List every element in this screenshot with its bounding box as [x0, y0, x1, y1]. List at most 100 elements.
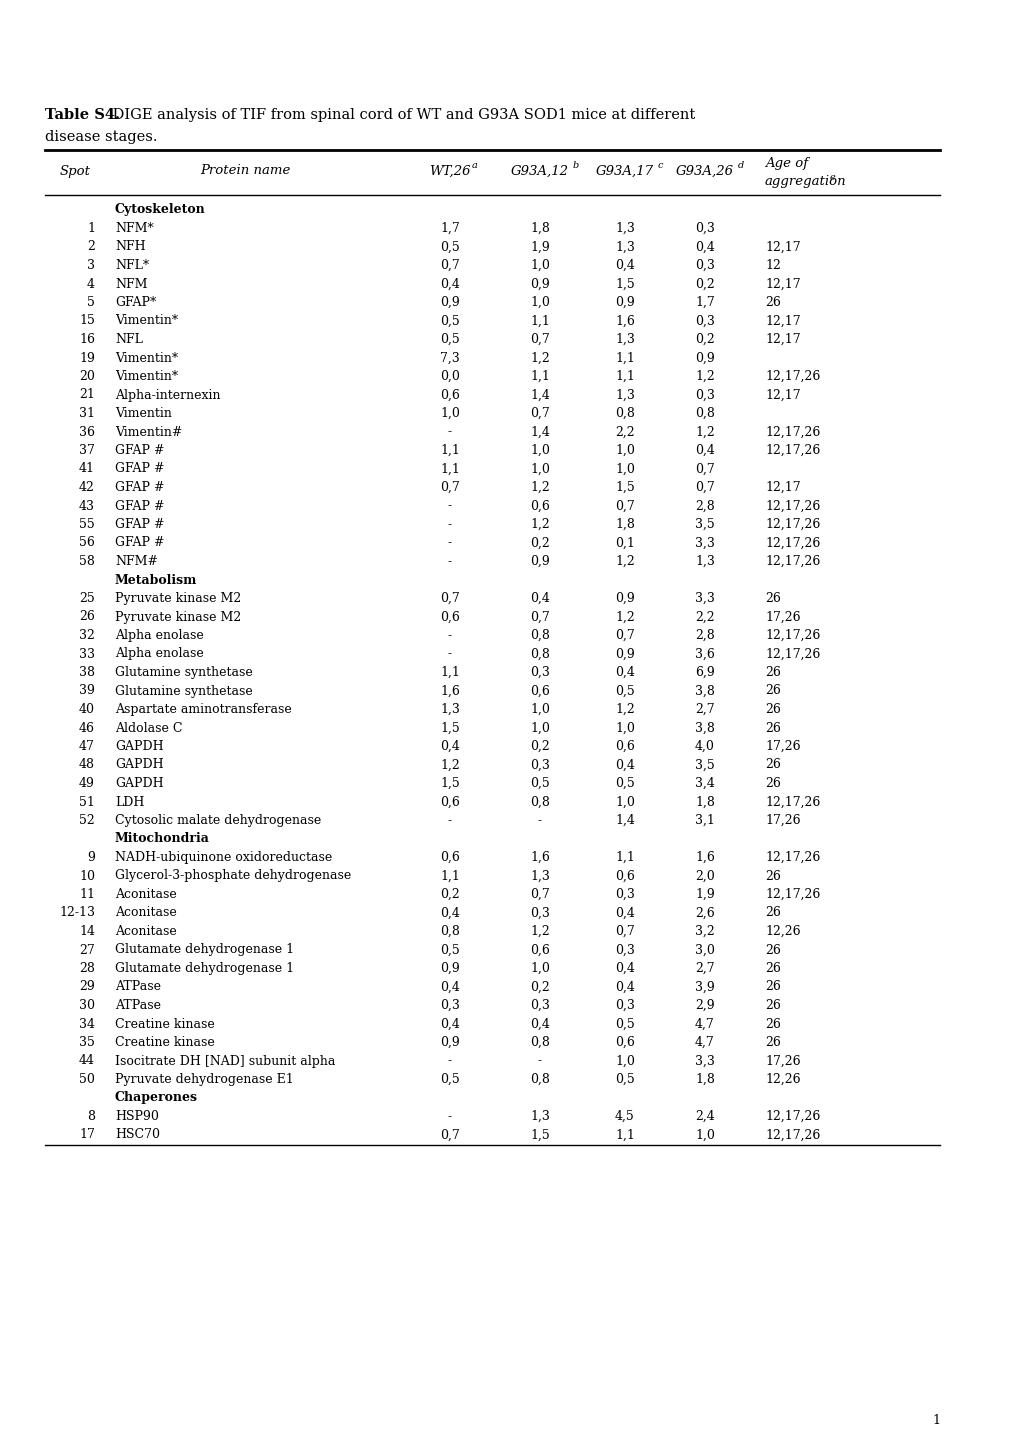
Text: G93A,12: G93A,12: [511, 165, 569, 177]
Text: 6,9: 6,9: [694, 667, 714, 680]
Text: 17: 17: [79, 1128, 95, 1141]
Text: 12,17,26: 12,17,26: [764, 648, 819, 661]
Text: 0,8: 0,8: [439, 925, 460, 938]
Text: 1,1: 1,1: [530, 369, 549, 382]
Text: 26: 26: [764, 1036, 781, 1049]
Text: 3,3: 3,3: [694, 592, 714, 605]
Text: 1,0: 1,0: [614, 1055, 634, 1068]
Text: 0,6: 0,6: [614, 740, 634, 753]
Text: 0,6: 0,6: [614, 870, 634, 883]
Text: 1,1: 1,1: [439, 667, 460, 680]
Text: 1,8: 1,8: [694, 1074, 714, 1087]
Text: 3: 3: [87, 258, 95, 271]
Text: 12-13: 12-13: [59, 906, 95, 919]
Text: Age of: Age of: [764, 156, 807, 169]
Text: 0,4: 0,4: [439, 277, 460, 290]
Text: 32: 32: [79, 629, 95, 642]
Text: GAPDH: GAPDH: [115, 740, 163, 753]
Text: 1,2: 1,2: [530, 352, 549, 365]
Text: 3,5: 3,5: [694, 518, 714, 531]
Text: 26: 26: [764, 776, 781, 789]
Text: 10: 10: [78, 870, 95, 883]
Text: Glutamate dehydrogenase 1: Glutamate dehydrogenase 1: [115, 944, 293, 957]
Text: 56: 56: [79, 537, 95, 550]
Text: 0,7: 0,7: [439, 258, 460, 271]
Text: 0,3: 0,3: [614, 944, 634, 957]
Text: Vimentin*: Vimentin*: [115, 369, 178, 382]
Text: -: -: [447, 648, 451, 661]
Text: 2,7: 2,7: [695, 962, 714, 975]
Text: 1,3: 1,3: [614, 222, 634, 235]
Text: 0,3: 0,3: [694, 222, 714, 235]
Text: 1,1: 1,1: [439, 463, 460, 476]
Text: 26: 26: [764, 906, 781, 919]
Text: 44: 44: [78, 1055, 95, 1068]
Text: 3,6: 3,6: [694, 648, 714, 661]
Text: -: -: [447, 556, 451, 569]
Text: 1,7: 1,7: [439, 222, 460, 235]
Text: 0,8: 0,8: [530, 1036, 549, 1049]
Text: 0,4: 0,4: [530, 592, 549, 605]
Text: Mitochondria: Mitochondria: [115, 833, 210, 846]
Text: 58: 58: [79, 556, 95, 569]
Text: 12,17,26: 12,17,26: [764, 851, 819, 864]
Text: a: a: [472, 160, 478, 169]
Text: Cytosolic malate dehydrogenase: Cytosolic malate dehydrogenase: [115, 814, 321, 827]
Text: 1,3: 1,3: [439, 703, 460, 716]
Text: WT,26: WT,26: [429, 165, 471, 177]
Text: 0,4: 0,4: [439, 980, 460, 993]
Text: 38: 38: [78, 667, 95, 680]
Text: 0,7: 0,7: [439, 592, 460, 605]
Text: 1,5: 1,5: [530, 1128, 549, 1141]
Text: 1,0: 1,0: [530, 703, 549, 716]
Text: 1,1: 1,1: [614, 851, 634, 864]
Text: ATPase: ATPase: [115, 999, 161, 1012]
Text: Glycerol-3-phosphate dehydrogenase: Glycerol-3-phosphate dehydrogenase: [115, 870, 351, 883]
Text: 12: 12: [764, 258, 781, 271]
Text: 49: 49: [79, 776, 95, 789]
Text: Aconitase: Aconitase: [115, 906, 176, 919]
Text: 1,0: 1,0: [530, 444, 549, 457]
Text: 1,2: 1,2: [614, 703, 634, 716]
Text: 8: 8: [87, 1110, 95, 1123]
Text: 12,17: 12,17: [764, 315, 800, 328]
Text: 12,17: 12,17: [764, 241, 800, 254]
Text: GAPDH: GAPDH: [115, 776, 163, 789]
Text: 4,5: 4,5: [614, 1110, 634, 1123]
Text: 1,4: 1,4: [530, 388, 549, 401]
Text: 0,4: 0,4: [694, 241, 714, 254]
Text: 1,6: 1,6: [694, 851, 714, 864]
Text: Aspartate aminotransferase: Aspartate aminotransferase: [115, 703, 291, 716]
Text: 1,0: 1,0: [614, 463, 634, 476]
Text: 1,2: 1,2: [694, 369, 714, 382]
Text: -: -: [447, 1055, 451, 1068]
Text: 1,0: 1,0: [530, 463, 549, 476]
Text: Pyruvate kinase M2: Pyruvate kinase M2: [115, 592, 242, 605]
Text: -: -: [537, 1055, 541, 1068]
Text: 0,7: 0,7: [530, 887, 549, 900]
Text: 52: 52: [79, 814, 95, 827]
Text: 0,3: 0,3: [694, 258, 714, 271]
Text: 1,0: 1,0: [530, 962, 549, 975]
Text: Glutamine synthetase: Glutamine synthetase: [115, 667, 253, 680]
Text: 0,4: 0,4: [614, 759, 634, 772]
Text: 1,1: 1,1: [614, 1128, 634, 1141]
Text: 1,9: 1,9: [694, 887, 714, 900]
Text: 1,7: 1,7: [694, 296, 714, 309]
Text: 47: 47: [79, 740, 95, 753]
Text: 0,2: 0,2: [530, 740, 549, 753]
Text: 0,7: 0,7: [614, 925, 634, 938]
Text: 1,3: 1,3: [614, 241, 634, 254]
Text: GAPDH: GAPDH: [115, 759, 163, 772]
Text: 1,3: 1,3: [614, 388, 634, 401]
Text: 15: 15: [79, 315, 95, 328]
Text: 4,0: 4,0: [694, 740, 714, 753]
Text: GFAP #: GFAP #: [115, 463, 164, 476]
Text: 16: 16: [78, 333, 95, 346]
Text: 11: 11: [78, 887, 95, 900]
Text: 12,26: 12,26: [764, 925, 800, 938]
Text: 0,3: 0,3: [530, 999, 549, 1012]
Text: 0,6: 0,6: [530, 944, 549, 957]
Text: 0,8: 0,8: [530, 629, 549, 642]
Text: 0,5: 0,5: [614, 776, 634, 789]
